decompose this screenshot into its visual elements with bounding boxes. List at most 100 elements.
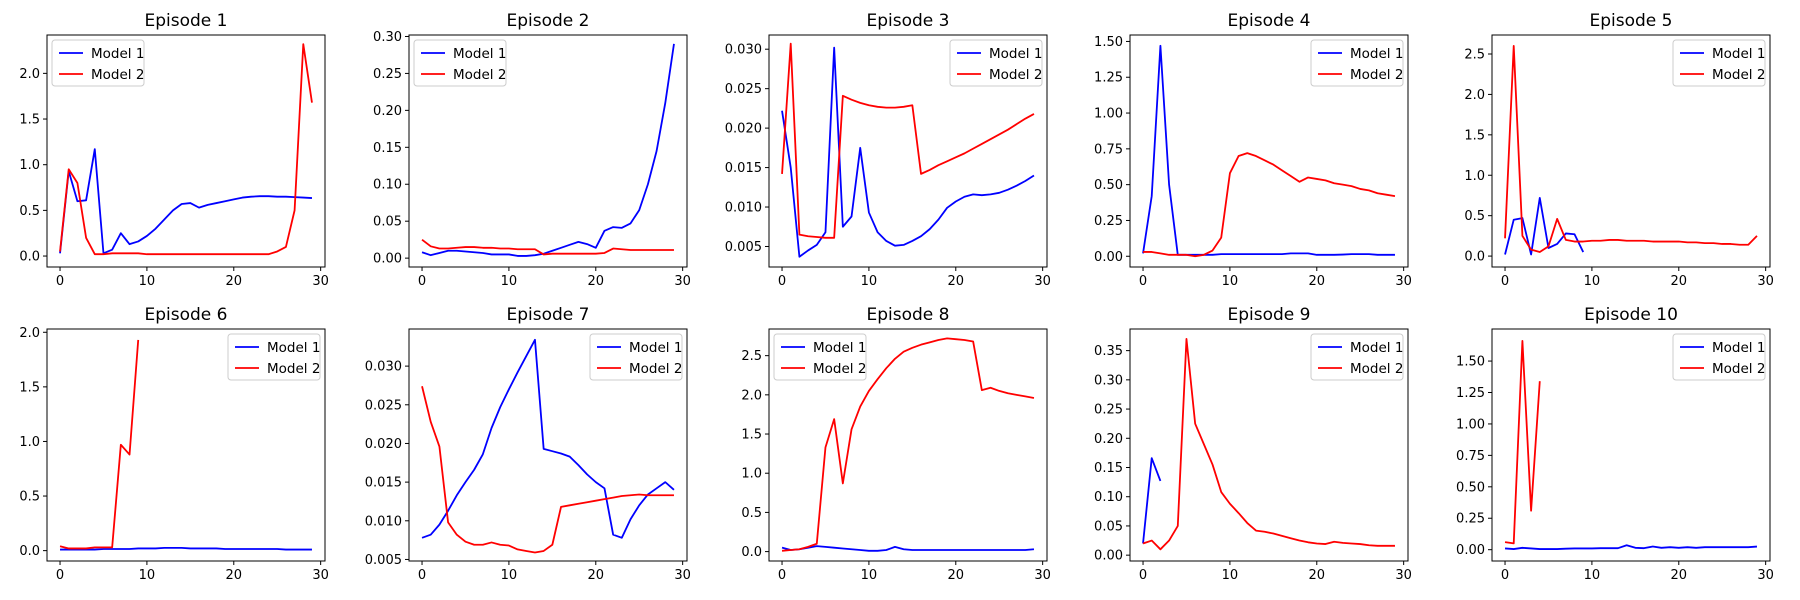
subplot-episode-5: Episode 5 0 10 20 30 0.0 0.5 1.0 1.5 2.0 2.5 Model … (1464, 11, 1774, 289)
axes-frame (1491, 328, 1771, 562)
y-tick-label: 0.005 (725, 240, 762, 255)
legend-label-model-2: Model 2 (453, 67, 506, 83)
x-tick-label: 10 (139, 568, 156, 583)
axes-frame (408, 328, 688, 562)
x-tick-label: 0 (1501, 274, 1509, 289)
y-tick-label: 0.00 (1094, 549, 1123, 564)
x-tick-label: 0 (1139, 274, 1147, 289)
y-tick-label: 0.25 (1456, 512, 1485, 527)
x-tick-label: 20 (948, 568, 965, 583)
x-tick-label: 0 (1501, 568, 1509, 583)
x-tick-label: 10 (139, 274, 156, 289)
y-tick-label: 0.25 (1094, 214, 1123, 229)
y-tick-label: 1.0 (1464, 169, 1485, 184)
subplot-title: Episode 2 (507, 11, 590, 31)
axes-frame (46, 328, 326, 562)
axes-frame (768, 328, 1048, 562)
y-tick-label: 0.50 (1094, 178, 1123, 193)
legend-label-model-2: Model 2 (1712, 361, 1765, 377)
y-tick-label: 1.25 (1456, 386, 1485, 401)
y-tick-label: 0.0 (19, 250, 40, 265)
y-tick-label: 0.5 (19, 204, 40, 219)
y-tick-label: 0.20 (373, 104, 402, 119)
legend: Model 1 Model 2 (773, 333, 867, 381)
y-tick-label: 1.50 (1456, 355, 1485, 370)
y-tick-label: 0.05 (1094, 519, 1123, 534)
y-tick-label: 0.5 (19, 490, 40, 505)
subplot-title: Episode 4 (1228, 11, 1311, 31)
y-tick-label: 0.0 (741, 545, 762, 560)
y-tick-label: 1.50 (1094, 35, 1123, 50)
axes-frame (1129, 328, 1409, 562)
y-tick-label: 1.0 (19, 158, 40, 173)
series-line-model-1 (1504, 196, 1585, 256)
legend-label-model-1: Model 1 (1350, 340, 1403, 356)
y-tick-label: 0.35 (1094, 344, 1123, 359)
y-tick-label: 0.025 (725, 82, 762, 97)
y-tick-label: 0.5 (741, 506, 762, 521)
x-tick-label: 10 (501, 568, 518, 583)
x-tick-label: 30 (1034, 274, 1051, 289)
y-tick-label: 0.015 (725, 161, 762, 176)
subplot-title: Episode 6 (145, 305, 228, 325)
y-tick-label: 0.0 (19, 544, 40, 559)
x-tick-label: 20 (588, 568, 605, 583)
subplot-title: Episode 1 (145, 11, 228, 31)
subplot-episode-9: Episode 9 0 10 20 30 0.00 0.05 0.10 0.15 0.20 0.25… (1094, 305, 1412, 583)
y-tick-label: 2.0 (19, 326, 40, 341)
x-tick-label: 10 (501, 274, 518, 289)
x-tick-label: 30 (1395, 274, 1412, 289)
series-line-model-1 (59, 148, 313, 255)
legend: Model 1 Model 2 (589, 333, 683, 381)
subplot-episode-10: Episode 10 0 10 20 30 0.00 0.25 0.50 0.75 1.00 1.2… (1456, 305, 1774, 583)
x-tick-label: 10 (861, 568, 878, 583)
y-tick-label: 0.25 (373, 67, 402, 82)
x-tick-label: 0 (778, 568, 786, 583)
series-line-model-1 (421, 43, 675, 257)
series-line-model-2 (421, 238, 674, 256)
x-tick-label: 20 (1309, 568, 1326, 583)
axes-frame (408, 34, 688, 268)
series-line-model-1 (421, 338, 675, 539)
series-line-model-1 (60, 547, 312, 551)
series-line-model-2 (59, 43, 313, 256)
legend: Model 1 Model 2 (1672, 39, 1766, 87)
y-tick-label: 0.15 (1094, 461, 1123, 476)
series-line-model-1 (781, 545, 1035, 552)
y-tick-label: 0.10 (1094, 490, 1123, 505)
legend-label-model-2: Model 2 (813, 361, 866, 377)
legend-label-model-2: Model 2 (629, 361, 682, 377)
y-tick-label: 0.05 (373, 215, 402, 230)
x-tick-label: 10 (1222, 568, 1239, 583)
subplot-title: Episode 10 (1584, 305, 1678, 325)
y-tick-label: 0.0 (1464, 250, 1485, 265)
legend-label-model-2: Model 2 (91, 67, 144, 83)
subplot-title: Episode 3 (867, 11, 950, 31)
series-line-model-2 (1504, 45, 1758, 253)
y-tick-label: 0.75 (1456, 449, 1485, 464)
x-tick-label: 0 (1139, 568, 1147, 583)
subplot-episode-7: Episode 7 0 10 20 30 0.005 0.010 0.015 0.020 0.02… (365, 305, 691, 583)
y-tick-label: 0.00 (1456, 543, 1485, 558)
y-tick-label: 2.5 (1464, 47, 1485, 62)
y-tick-label: 0.030 (365, 360, 402, 375)
legend: Model 1 Model 2 (949, 39, 1043, 87)
legend-label-model-2: Model 2 (1350, 67, 1403, 83)
y-tick-label: 0.75 (1094, 142, 1123, 157)
legend-label-model-2: Model 2 (1712, 67, 1765, 83)
y-tick-label: 0.020 (365, 437, 402, 452)
subplot-episode-3: Episode 3 0 10 20 30 0.005 0.010 0.015 0.020 0.02… (725, 11, 1051, 289)
legend-label-model-1: Model 1 (989, 46, 1042, 62)
x-tick-label: 20 (588, 274, 605, 289)
y-tick-label: 2.0 (1464, 88, 1485, 103)
legend-label-model-1: Model 1 (1712, 46, 1765, 62)
x-tick-label: 30 (1395, 568, 1412, 583)
series-line-model-1 (781, 46, 1035, 258)
y-tick-label: 0.005 (365, 553, 402, 568)
y-tick-label: 2.0 (19, 67, 40, 82)
y-tick-label: 1.5 (19, 113, 40, 128)
y-tick-label: 0.10 (373, 178, 402, 193)
y-tick-label: 0.20 (1094, 432, 1123, 447)
legend-label-model-1: Model 1 (267, 340, 320, 356)
legend: Model 1 Model 2 (1310, 333, 1404, 381)
